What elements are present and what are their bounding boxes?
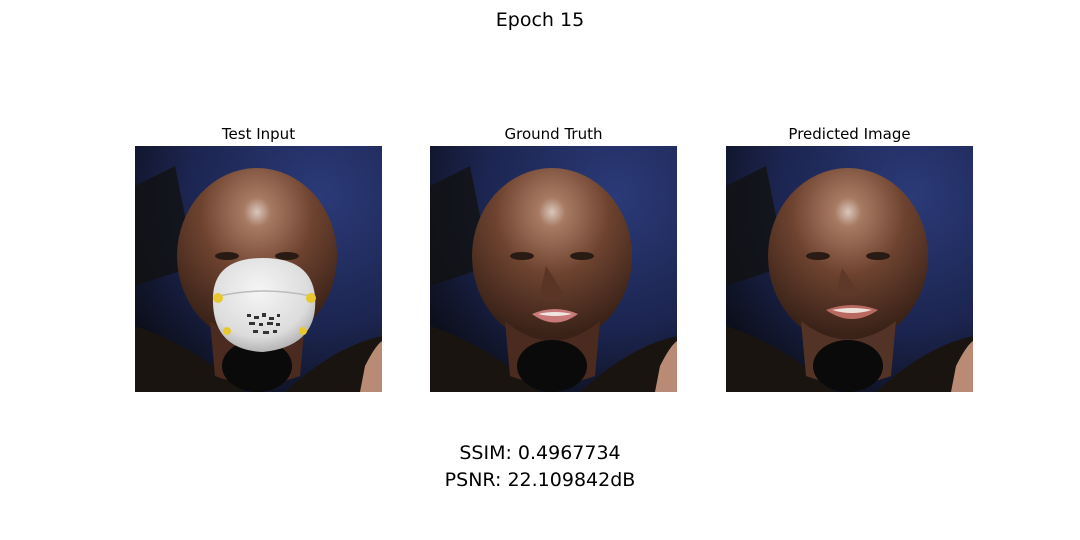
panel-ground-truth: Ground Truth xyxy=(430,124,677,392)
test-input-image xyxy=(135,146,382,392)
figure-title: Epoch 15 xyxy=(495,9,585,31)
predicted-image xyxy=(726,146,973,392)
panel-title: Ground Truth xyxy=(504,125,603,143)
panel-test-input: Test Input xyxy=(135,124,382,392)
panel-title: Predicted Image xyxy=(788,125,911,143)
metrics-block: SSIM: 0.4967734 PSNR: 22.109842dB xyxy=(0,440,1080,494)
ssim-text: SSIM: 0.4967734 xyxy=(459,442,621,464)
panel-title: Test Input xyxy=(221,125,296,143)
ground-truth-image xyxy=(430,146,677,392)
psnr-text: PSNR: 22.109842dB xyxy=(444,469,636,491)
panel-predicted-image: Predicted Image xyxy=(726,124,973,392)
